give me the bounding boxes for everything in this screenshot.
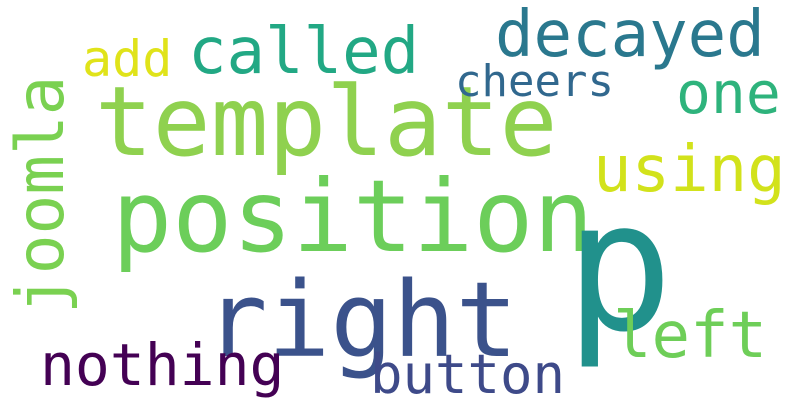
word-button: button [370,343,566,400]
word-right: right [205,259,519,381]
word-add: add [82,30,173,88]
word-cheers: cheers [455,56,614,107]
word-position: position [112,158,594,275]
word-using: using [593,133,786,207]
word-p: p [565,163,674,372]
word-nothing: nothing [40,331,285,399]
word-left: left [613,299,768,373]
word-template: template [95,66,558,178]
word-joomla: joomla [2,75,79,314]
word-one: one [676,59,781,127]
word-decayed: decayed [495,0,765,72]
word-called: called [188,15,420,89]
